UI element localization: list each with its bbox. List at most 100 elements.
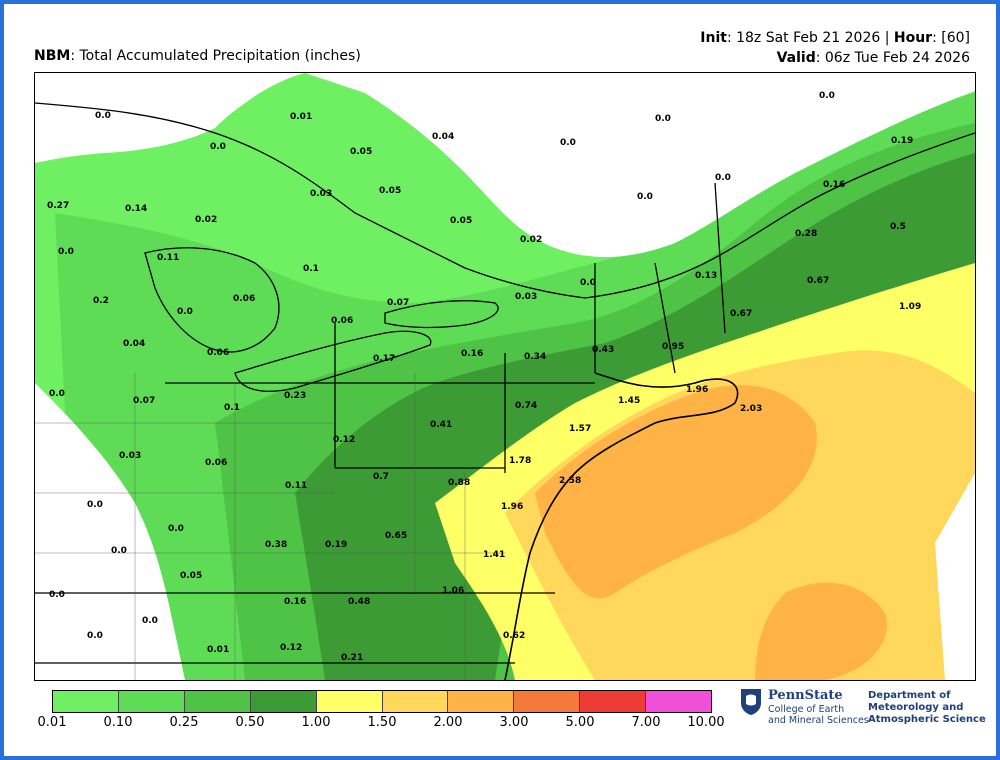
no-precip-west — [35, 383, 185, 680]
value-label: 0.28 — [795, 229, 817, 239]
value-label: 0.0 — [87, 631, 103, 641]
value-label: 1.41 — [483, 550, 505, 560]
us-canada-border — [35, 102, 975, 299]
value-label: 0.0 — [168, 524, 184, 534]
colorbar-segment — [580, 691, 647, 712]
colorbar-segment — [316, 691, 383, 712]
value-label: 0.0 — [87, 500, 103, 510]
colorbar-tick: 0.25 — [169, 715, 199, 730]
value-label: 1.78 — [509, 456, 531, 466]
county-grid — [35, 373, 505, 680]
colorbar-tick: 0.10 — [103, 715, 133, 730]
colorbar-segment — [250, 691, 317, 712]
value-label: 0.65 — [385, 531, 407, 541]
value-label: 0.06 — [233, 294, 255, 304]
value-label: 0.1 — [303, 264, 319, 274]
time-info: Init: 18z Sat Feb 21 2026 | Hour: [60] V… — [700, 28, 970, 68]
value-label: 0.38 — [265, 540, 287, 550]
value-label: 1.96 — [686, 385, 708, 395]
value-label: 0.16 — [461, 349, 483, 359]
value-label: 0.07 — [133, 396, 155, 406]
value-label: 0.13 — [695, 271, 717, 281]
colorbar-tick: 3.00 — [499, 715, 529, 730]
value-label: 0.27 — [47, 201, 69, 211]
valid-line: Valid: 06z Tue Feb 24 2026 — [700, 48, 970, 68]
colorbar-tick: 2.00 — [433, 715, 463, 730]
value-label: 0.01 — [290, 112, 312, 122]
no-precip-north — [305, 73, 975, 258]
value-label: 0.03 — [119, 451, 141, 461]
map-canvas: 0.0 0.01 0.04 0.0 0.0 0.0 0.05 0.03 0.05… — [35, 73, 975, 680]
value-label: 0.88 — [448, 478, 470, 488]
precipitation-map: 0.0 0.01 0.04 0.0 0.0 0.0 0.05 0.03 0.05… — [34, 72, 976, 681]
pennstate-logo: PennState College of Earth and Mineral S… — [740, 688, 869, 728]
value-label: 0.19 — [325, 540, 347, 550]
valid-label: Valid — [776, 50, 816, 66]
colorbar-tick: 1.50 — [367, 715, 397, 730]
colorbar-segment — [184, 691, 251, 712]
value-label: 1.09 — [899, 302, 921, 312]
value-label: 0.0 — [580, 278, 596, 288]
dept-line-2: Meteorology and — [868, 702, 964, 713]
value-label: 0.0 — [655, 114, 671, 124]
model-label: NBM — [34, 48, 71, 64]
value-label: 0.02 — [520, 235, 542, 245]
value-label: 0.21 — [341, 653, 363, 663]
value-label: 0.16 — [284, 597, 306, 607]
colorbar-segment — [448, 691, 515, 712]
colorbar-segment — [646, 691, 712, 712]
init-label: Init — [700, 30, 727, 46]
value-label: 1.06 — [442, 586, 464, 596]
colorbar-tick: 5.00 — [565, 715, 595, 730]
value-label: 0.0 — [49, 389, 65, 399]
colorbar-tick: 7.00 — [631, 715, 661, 730]
value-label: 0.0 — [49, 590, 65, 600]
colorbar-segment — [514, 691, 581, 712]
lake-superior — [185, 180, 335, 220]
value-label: 0.0 — [111, 546, 127, 556]
value-label: 0.67 — [807, 276, 829, 286]
value-label: 1.96 — [501, 502, 523, 512]
value-label: 0.03 — [515, 292, 537, 302]
value-label: 0.04 — [123, 339, 145, 349]
value-label: 0.41 — [430, 420, 452, 430]
value-label: 0.0 — [819, 91, 835, 101]
init-value: : 18z Sat Feb 21 2026 | — [726, 30, 894, 46]
great-lakes-outline — [144, 247, 280, 353]
value-label: 1.57 — [569, 424, 591, 434]
hour-value: : [60] — [932, 30, 970, 46]
coastline — [504, 372, 739, 680]
value-label: 0.06 — [331, 316, 353, 326]
init-line: Init: 18z Sat Feb 21 2026 | Hour: [60] — [700, 28, 970, 48]
shade-200b — [755, 582, 887, 680]
colorbar-tick: 0.50 — [235, 715, 265, 730]
value-label: 0.0 — [715, 173, 731, 183]
value-label: 0.48 — [348, 597, 370, 607]
value-label: 0.11 — [157, 253, 179, 263]
lake-erie — [234, 330, 432, 392]
value-label: 0.11 — [285, 481, 307, 491]
value-label: 1.45 — [618, 396, 640, 406]
boundaries — [35, 102, 975, 680]
value-label: 0.0 — [95, 111, 111, 121]
department-name: Department of Meteorology and Atmospheri… — [868, 690, 986, 726]
colorbar-segment — [53, 691, 119, 712]
colorbar-tick: 0.01 — [37, 715, 67, 730]
dept-line-1: Department of — [868, 690, 951, 701]
value-label: 0.62 — [503, 631, 525, 641]
shade-200 — [535, 384, 817, 599]
pennstate-name: PennState — [768, 688, 843, 703]
colorbar-tick: 10.00 — [687, 715, 725, 730]
value-label: 0.2 — [93, 296, 109, 306]
colorbar-segment — [382, 691, 449, 712]
value-label: 0.17 — [373, 354, 395, 364]
value-label: 0.05 — [379, 186, 401, 196]
college-line-2: and Mineral Sciences — [768, 715, 869, 726]
value-label: 0.01 — [207, 645, 229, 655]
white-east-edge — [935, 473, 975, 680]
value-label: 0.16 — [823, 180, 845, 190]
valid-value: : 06z Tue Feb 24 2026 — [815, 50, 970, 66]
precip-colorbar — [52, 690, 712, 713]
value-labels: 0.0 0.01 0.04 0.0 0.0 0.0 0.05 0.03 0.05… — [47, 91, 921, 663]
no-precip-nw — [35, 73, 295, 163]
